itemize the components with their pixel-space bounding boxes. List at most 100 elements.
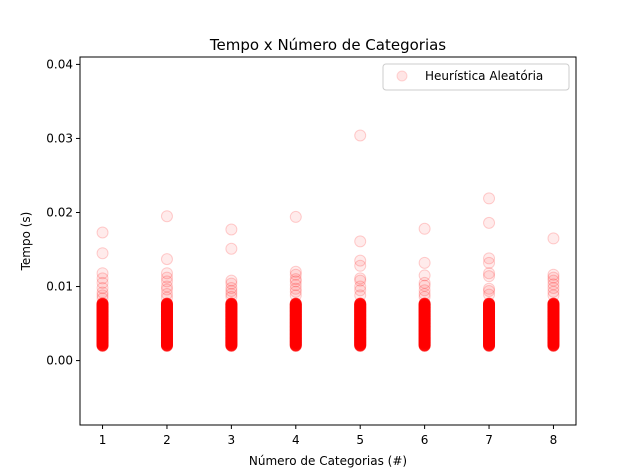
data-point [96,286,109,299]
data-point [354,280,367,293]
data-point [547,282,560,295]
data-point [289,289,302,302]
data-point [289,268,302,281]
legend: Heurística Aleatória [382,63,570,91]
data-point [483,288,496,301]
data-point [289,279,302,292]
y-axis-label: Tempo (s) [19,212,33,272]
data-point [96,247,109,260]
data-point [354,289,367,302]
x-tick-label: 4 [292,433,300,447]
data-point [289,297,302,310]
y-tick-label: 0.04 [46,57,73,71]
x-tick-label: 7 [485,433,493,447]
data-point [225,297,238,310]
data-point [547,289,560,302]
data-point [418,276,431,289]
data-point [225,277,238,290]
data-point [354,274,367,287]
data-point [289,282,302,295]
data-point [225,290,238,303]
data-point [483,297,496,310]
x-tick-label: 3 [228,433,236,447]
x-tick-label: 8 [550,433,558,447]
data-point [547,285,560,298]
data-point [289,265,302,278]
data-point [418,269,431,282]
legend-box [382,63,570,91]
data-point [483,270,496,283]
data-point [547,271,560,284]
data-point [96,267,109,280]
x-tick-label: 2 [163,433,171,447]
x-tick-label: 5 [356,433,364,447]
data-point [160,271,173,284]
data-point [418,284,431,297]
legend-entry-label: Heurística Aleatória [425,69,543,83]
data-point [160,297,173,310]
y-tick-label: 0.02 [46,205,73,219]
data-point [289,210,302,223]
data-point [483,216,496,229]
data-point [225,242,238,255]
data-point [225,223,238,236]
data-point [96,272,109,285]
data-point [354,297,367,310]
data-point [160,280,173,293]
plot-frame [79,56,577,426]
data-point [483,282,496,295]
data-point [225,274,238,287]
data-point [225,284,238,297]
data-point [289,273,302,286]
data-point [418,290,431,303]
data-point [289,275,302,288]
data-point [96,297,109,310]
y-tick-label: 0.01 [46,280,73,294]
data-point [547,274,560,287]
data-point [160,210,173,223]
y-tick-label: 0.00 [46,354,73,368]
data-point [418,279,431,292]
data-point [547,278,560,291]
data-point [418,297,431,310]
data-point [96,282,109,295]
data-point [96,276,109,289]
data-point [483,192,496,205]
y-tick-label: 0.03 [46,131,73,145]
data-point [418,287,431,300]
data-point [289,285,302,298]
x-axis-label: Número de Categorias (#) [249,454,407,468]
x-tick-label: 1 [99,433,107,447]
data-point [160,275,173,288]
data-point [547,232,560,245]
data-point [160,287,173,300]
data-point [225,287,238,300]
data-point [160,283,173,296]
data-point [160,291,173,304]
data-point [354,272,367,285]
data-point [418,222,431,235]
data-point [96,226,109,239]
data-point [547,297,560,310]
data-point [160,253,173,266]
data-point [96,292,109,305]
x-tick-label: 6 [421,433,429,447]
data-point [354,259,367,272]
data-point [354,284,367,297]
data-point [354,129,367,142]
data-point [547,268,560,281]
data-point [483,252,496,265]
data-point [483,256,496,269]
data-point [96,289,109,302]
data-point [483,284,496,297]
y-axis-ticks: 0.00 0.01 0.02 0.03 0.04 [46,57,80,368]
data-point [160,267,173,280]
data-point [354,254,367,267]
chart-title: Tempo x Número de Categorias [209,36,446,54]
data-point [418,256,431,269]
data-point [225,282,238,295]
data-point [483,267,496,280]
scatter-points [96,129,560,352]
legend-marker [396,70,408,82]
